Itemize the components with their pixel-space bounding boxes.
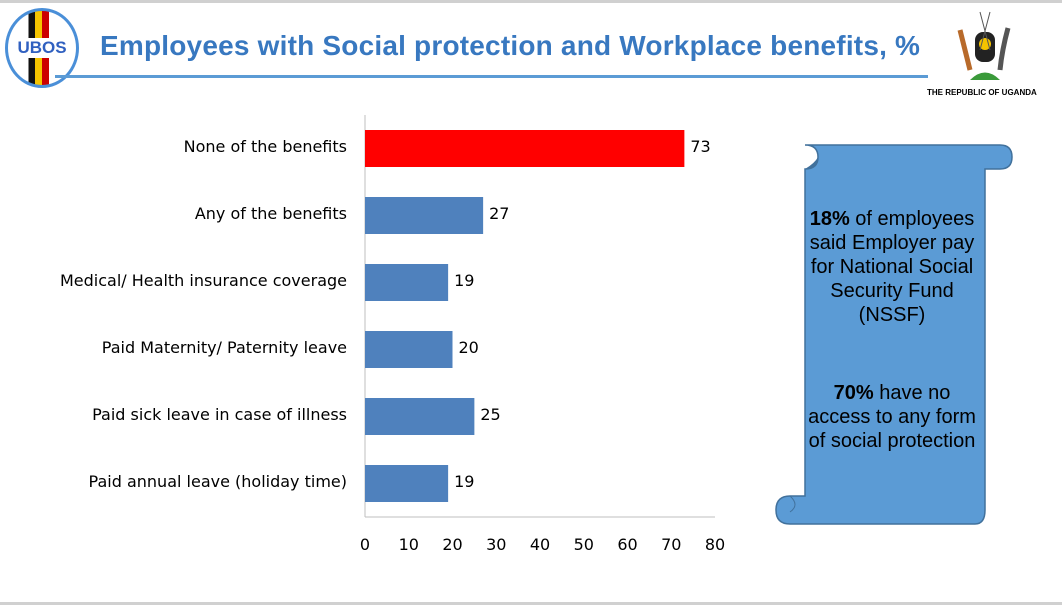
category-label: None of the benefits — [183, 137, 347, 156]
emblem-caption: THE REPUBLIC OF UGANDA — [927, 88, 1037, 97]
bar — [365, 264, 449, 301]
data-label: 25 — [480, 405, 501, 424]
x-tick-label: 80 — [704, 535, 726, 554]
data-label: 19 — [454, 271, 475, 290]
x-tick-label: 50 — [573, 535, 594, 554]
scroll-curl-top — [805, 157, 818, 169]
callout-scroll — [775, 144, 1013, 525]
bar — [365, 465, 449, 502]
data-label: 20 — [458, 338, 479, 357]
top-border — [0, 0, 1062, 3]
data-label: 27 — [489, 204, 510, 223]
page-title: Employees with Social protection and Wor… — [100, 30, 921, 61]
category-label: Paid annual leave (holiday time) — [88, 472, 347, 491]
bar — [365, 197, 484, 234]
x-tick-label: 40 — [529, 535, 551, 554]
x-tick-label: 0 — [359, 535, 371, 554]
uganda-coat-of-arms-icon — [957, 11, 1011, 80]
category-label: Any of the benefits — [194, 204, 347, 223]
x-tick-label: 30 — [486, 535, 507, 554]
category-label: Paid sick leave in case of illness — [92, 405, 347, 424]
bar — [365, 130, 685, 167]
scroll-curl-bottom — [789, 495, 796, 513]
bar — [365, 398, 475, 435]
callout-text-2: 70% have no access to any form of social… — [808, 382, 976, 452]
data-label: 19 — [454, 472, 475, 491]
title-underline — [55, 75, 928, 78]
x-tick-label: 10 — [398, 535, 419, 554]
callout-text-1: 18% of employees said Employer pay for N… — [809, 208, 975, 326]
ubos-logo: UBOS — [5, 8, 79, 88]
data-label: 73 — [690, 137, 711, 156]
x-tick-label: 20 — [442, 535, 463, 554]
x-tick-label: 60 — [617, 535, 638, 554]
category-label: Paid Maternity/ Paternity leave — [101, 338, 347, 357]
bottom-border — [0, 602, 1062, 605]
x-tick-label: 70 — [661, 535, 682, 554]
category-label: Medical/ Health insurance coverage — [60, 271, 347, 290]
bar — [365, 331, 453, 368]
